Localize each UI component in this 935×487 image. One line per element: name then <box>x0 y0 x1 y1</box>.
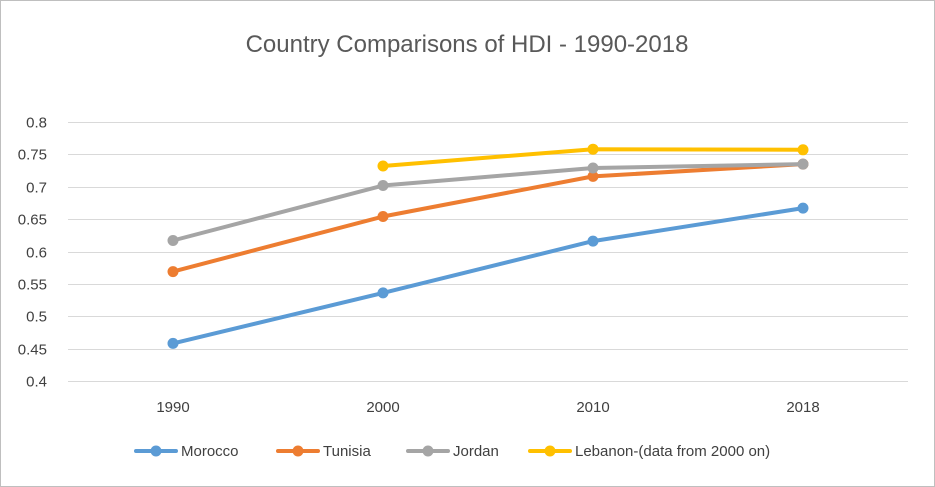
data-point <box>377 180 389 191</box>
series-3 <box>377 143 809 172</box>
data-point <box>377 160 389 172</box>
legend-label: Tunisia <box>323 443 371 460</box>
legend-item: Tunisia <box>276 443 371 460</box>
series-line <box>171 162 805 243</box>
x-axis-ticks: 1990 2000 2010 2018 <box>156 399 819 416</box>
legend-swatch-marker <box>544 445 556 457</box>
legend: Morocco Tunisia Jordan Lebanon-(data from 2… <box>134 443 770 460</box>
data-point <box>167 235 179 246</box>
data-point <box>587 170 599 182</box>
legend-item: Jordan <box>406 443 499 460</box>
series-line <box>171 206 805 346</box>
x-tick-label: 2000 <box>366 399 399 416</box>
legend-swatch-marker <box>150 445 162 457</box>
y-tick-label: 0.8 <box>26 115 47 132</box>
gridlines <box>68 122 908 382</box>
chart-title: Country Comparisons of HDI - 1990-2018 <box>246 31 689 58</box>
data-point <box>377 287 389 299</box>
y-tick-label: 0.5 <box>26 309 47 326</box>
legend-swatch-marker <box>422 445 434 457</box>
y-tick-label: 0.45 <box>18 342 47 359</box>
x-tick-label: 2018 <box>786 399 819 416</box>
data-point <box>797 202 809 214</box>
legend-label: Morocco <box>181 443 239 460</box>
series-lines <box>167 143 809 349</box>
data-point <box>797 144 809 156</box>
series-2 <box>167 158 809 246</box>
legend-label: Lebanon-(data from 2000 on) <box>575 443 770 460</box>
series-line <box>171 162 805 274</box>
legend-swatch-marker <box>292 445 304 457</box>
legend-item: Morocco <box>134 443 239 460</box>
data-point <box>797 158 809 170</box>
data-point <box>587 143 599 155</box>
y-tick-label: 0.7 <box>26 180 47 197</box>
legend-label: Jordan <box>453 443 499 460</box>
data-point <box>167 266 179 278</box>
y-tick-label: 0.4 <box>26 374 47 391</box>
y-tick-label: 0.75 <box>18 147 47 164</box>
y-tick-label: 0.55 <box>18 277 47 294</box>
x-tick-label: 1990 <box>156 399 189 416</box>
y-tick-label: 0.65 <box>18 212 47 229</box>
y-tick-label: 0.6 <box>26 245 47 262</box>
x-tick-label: 2010 <box>576 399 609 416</box>
data-point <box>587 235 599 247</box>
data-point <box>377 211 389 222</box>
data-point <box>587 162 599 174</box>
y-axis-ticks: 0.4 0.45 0.5 0.55 0.6 0.65 0.7 0.75 0.8 <box>18 115 47 391</box>
series-0 <box>167 202 809 349</box>
legend-item: Lebanon-(data from 2000 on) <box>528 443 770 460</box>
data-point <box>167 337 179 349</box>
